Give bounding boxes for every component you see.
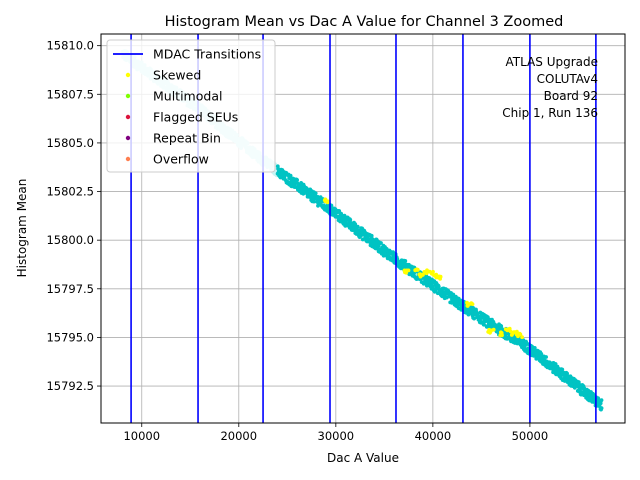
legend-swatch bbox=[125, 72, 131, 78]
legend-label: MDAC Transitions bbox=[153, 47, 261, 62]
y-tick-label: 15795.0 bbox=[46, 330, 94, 344]
data-point bbox=[312, 199, 316, 204]
data-point bbox=[295, 178, 299, 182]
skewed-point bbox=[499, 331, 504, 335]
y-tick-label: 15792.5 bbox=[46, 379, 94, 393]
x-tick-label: 50000 bbox=[512, 429, 549, 443]
annotation-line: ATLAS Upgrade bbox=[505, 55, 598, 69]
skewed-point bbox=[435, 275, 440, 280]
skewed-point bbox=[325, 200, 330, 205]
skewed-point bbox=[418, 274, 423, 279]
y-axis-ticks: 15792.5 15795.0 15797.5 15800.0 15802.5 15805… bbox=[46, 39, 101, 393]
x-axis-ticks: 10000 20000 30000 40000 50000 bbox=[123, 423, 548, 443]
x-tick-label: 10000 bbox=[123, 429, 160, 443]
annotation-line: Chip 1, Run 136 bbox=[502, 106, 598, 120]
legend-label: Multimodal bbox=[153, 89, 222, 104]
legend-swatch bbox=[125, 114, 131, 120]
data-point bbox=[355, 224, 360, 229]
data-point bbox=[560, 367, 565, 372]
legend-label: Repeat Bin bbox=[153, 131, 221, 146]
data-point bbox=[524, 340, 529, 345]
y-tick-label: 15802.5 bbox=[46, 185, 94, 199]
annotation-line: COLUTAv4 bbox=[537, 72, 598, 86]
data-point bbox=[482, 322, 486, 327]
y-tick-label: 15805.0 bbox=[46, 136, 94, 150]
x-axis-label: Dac A Value bbox=[327, 451, 399, 465]
data-point bbox=[474, 307, 478, 312]
skewed-point bbox=[470, 302, 475, 306]
skewed-point bbox=[503, 327, 508, 332]
chart-title: Histogram Mean vs Dac A Value for Channe… bbox=[165, 14, 564, 30]
data-point bbox=[472, 316, 476, 321]
skewed-point bbox=[425, 268, 429, 273]
data-point bbox=[381, 253, 386, 258]
grid bbox=[101, 34, 625, 423]
y-tick-label: 15800.0 bbox=[46, 233, 94, 247]
skewed-point bbox=[516, 333, 521, 337]
data-point bbox=[403, 259, 408, 263]
x-tick-label: 30000 bbox=[318, 429, 355, 443]
data-point bbox=[348, 218, 353, 222]
x-tick-label: 20000 bbox=[220, 429, 257, 443]
chart-annotation: ATLAS Upgrade COLUTAv4 Board 92 Chip 1, Run… bbox=[502, 55, 598, 120]
data-point bbox=[379, 241, 383, 245]
legend-label: Overflow bbox=[153, 152, 209, 167]
data-point bbox=[544, 355, 548, 359]
skewed-point bbox=[413, 268, 418, 273]
data-point bbox=[313, 191, 318, 196]
legend-label: Flagged SEUs bbox=[153, 110, 238, 125]
legend-box bbox=[106, 39, 276, 173]
skewed-point bbox=[465, 304, 470, 308]
data-point bbox=[599, 406, 604, 410]
skewed-point bbox=[430, 272, 435, 276]
x-tick-label: 40000 bbox=[415, 429, 452, 443]
data-point bbox=[598, 401, 603, 406]
legend-label: Skewed bbox=[153, 68, 201, 83]
legend-swatch bbox=[125, 135, 131, 141]
legend-swatch bbox=[125, 156, 131, 162]
y-tick-label: 15810.0 bbox=[46, 39, 94, 53]
skewed-point bbox=[403, 270, 407, 275]
data-point bbox=[288, 173, 293, 178]
skewed-point bbox=[520, 335, 524, 340]
plot-frame bbox=[100, 33, 626, 424]
annotation-line: Board 92 bbox=[544, 89, 598, 103]
skewed-point bbox=[323, 197, 328, 202]
data-point bbox=[599, 398, 604, 402]
skewed-point bbox=[465, 300, 469, 305]
skewed-point bbox=[489, 328, 494, 333]
skewed-point bbox=[438, 277, 442, 281]
y-axis-label: Histogram Mean bbox=[15, 179, 29, 278]
legend: MDAC Transitions Skewed Multimodal Flagged … bbox=[106, 39, 276, 173]
y-tick-label: 15807.5 bbox=[46, 87, 94, 101]
data-point bbox=[578, 387, 582, 392]
y-tick-label: 15797.5 bbox=[46, 282, 94, 296]
legend-swatch bbox=[125, 93, 131, 99]
data-point bbox=[532, 346, 537, 350]
data-point bbox=[553, 362, 558, 366]
